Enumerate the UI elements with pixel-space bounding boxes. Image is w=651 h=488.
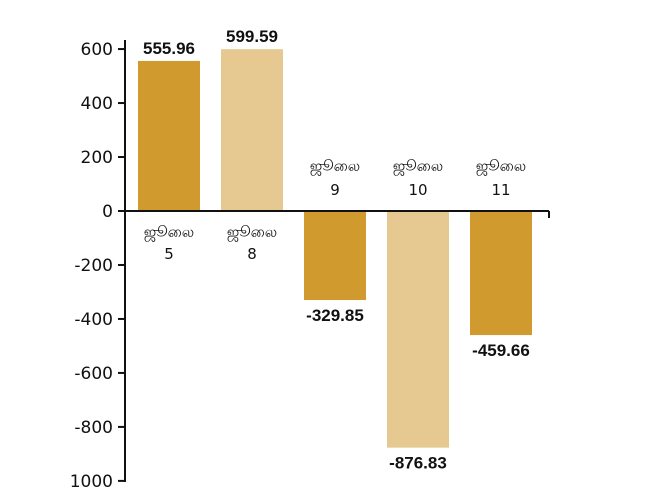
data-label: -329.85 <box>306 306 364 325</box>
category-label-day: 10 <box>408 181 427 199</box>
category-label-month: ஜூலை <box>144 223 195 242</box>
bar-8 <box>221 49 283 212</box>
bars <box>138 49 532 448</box>
y-tick-label: -800 <box>74 418 113 438</box>
y-tick-label: -600 <box>74 364 113 384</box>
category-label-month: ஜூலை <box>310 157 361 176</box>
data-label: -459.66 <box>472 341 530 360</box>
data-label: 599.59 <box>226 27 278 46</box>
y-axis: 600 400 200 0 -200 -400 -600 -800 1000 <box>70 40 126 488</box>
x-axis <box>125 210 550 218</box>
y-tick-label: 600 <box>81 40 113 60</box>
y-tick-label: -400 <box>74 310 113 330</box>
category-label-day: 8 <box>247 245 257 263</box>
y-tick-label: 1000 <box>70 472 113 488</box>
bar-9 <box>304 211 366 301</box>
bar-11 <box>470 211 532 336</box>
category-label-day: 11 <box>491 181 510 199</box>
y-tick-label: 200 <box>81 148 113 168</box>
data-label: 555.96 <box>143 39 195 58</box>
bar-10 <box>387 211 449 448</box>
y-tick-label: 400 <box>81 94 113 114</box>
category-label-month: ஜூலை <box>227 223 278 242</box>
y-tick-label: -200 <box>74 256 113 276</box>
category-label-day: 9 <box>330 181 340 199</box>
category-label-day: 5 <box>164 245 174 263</box>
data-label: -876.83 <box>389 454 447 473</box>
category-label-month: ஜூலை <box>476 157 527 176</box>
bar-5 <box>138 60 200 211</box>
y-tick-label: 0 <box>102 202 113 222</box>
category-label-month: ஜூலை <box>393 157 444 176</box>
labels: ஜூலை 5 555.96 ஜூலை 8 599.59 ஜூலை 9 -329.85 ஜூலை 10… <box>143 27 530 472</box>
